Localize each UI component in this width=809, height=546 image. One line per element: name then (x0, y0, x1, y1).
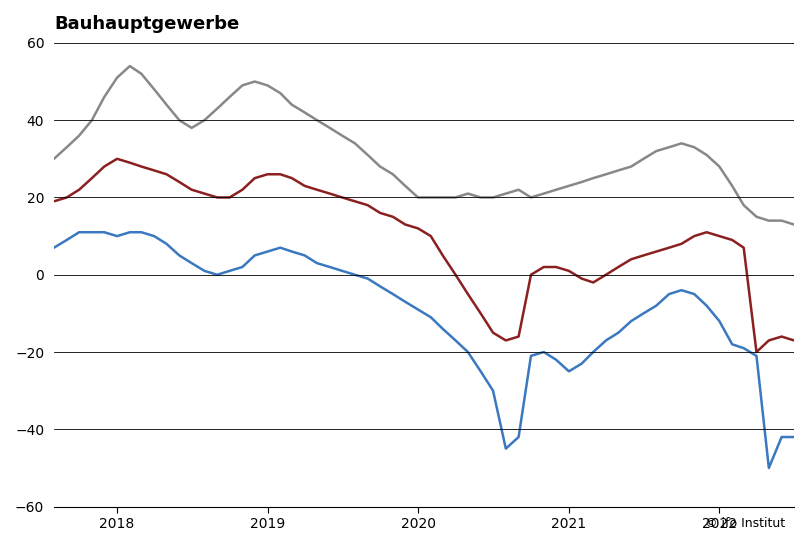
Text: © ifo Institut: © ifo Institut (705, 517, 785, 530)
Text: Bauhauptgewerbe: Bauhauptgewerbe (54, 15, 239, 33)
